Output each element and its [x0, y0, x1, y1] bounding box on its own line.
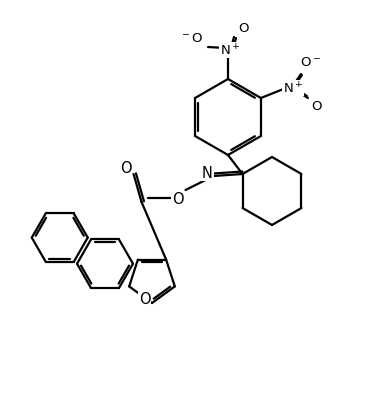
Text: O: O [239, 21, 249, 34]
Text: N$^+$: N$^+$ [220, 43, 240, 59]
Text: N$^+$: N$^+$ [283, 81, 303, 96]
Text: O$^-$: O$^-$ [300, 55, 322, 68]
Text: O: O [312, 100, 322, 113]
Text: N: N [202, 166, 213, 181]
Text: O: O [172, 192, 183, 207]
Text: $^-$O: $^-$O [180, 31, 204, 44]
Text: O: O [139, 292, 151, 306]
Text: O: O [120, 161, 131, 176]
